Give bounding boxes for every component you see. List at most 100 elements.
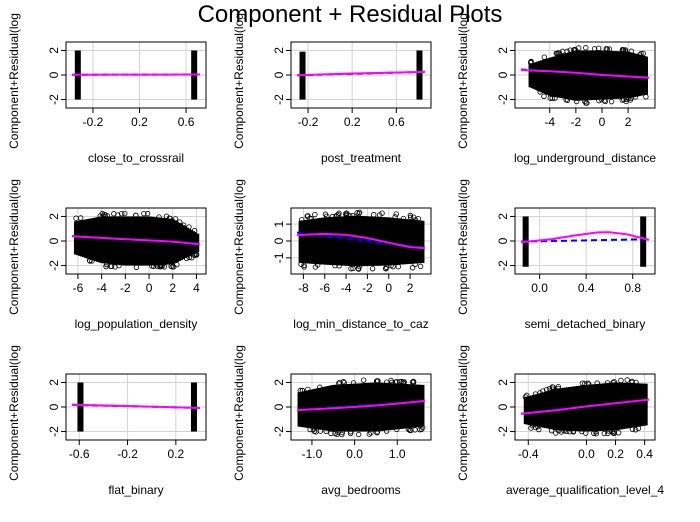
y-tick-label: 0 [496, 403, 510, 410]
data-point [315, 262, 321, 268]
data-point [584, 100, 590, 106]
data-point [629, 426, 636, 432]
data-point [610, 430, 617, 436]
x-tick-label: -6 [73, 281, 84, 295]
y-axis-label: Component+Residual(log [456, 179, 470, 315]
data-point [632, 94, 639, 100]
x-tick-label: 0.4 [636, 447, 653, 461]
data-point [567, 428, 573, 435]
data-point [623, 98, 629, 105]
data-point [546, 386, 553, 392]
data-point [377, 212, 383, 218]
x-tick-label: 2 [407, 281, 414, 295]
data-point [570, 429, 577, 435]
data-point [606, 428, 612, 434]
fit-line [520, 238, 650, 243]
x-tick-label: 0.2 [168, 447, 185, 461]
data-point [548, 427, 555, 434]
data-point [579, 380, 586, 386]
data-point [101, 211, 107, 218]
data-point [312, 211, 318, 218]
data-point [393, 211, 399, 217]
data-point-band [416, 50, 423, 100]
smooth-line [71, 235, 201, 246]
data-point [540, 388, 546, 394]
data-point-band [77, 382, 84, 432]
data-point [535, 423, 541, 430]
data-point [368, 430, 374, 436]
data-point [632, 427, 639, 433]
panel-close_to_crossrail: -0.2 0.2 0.6 -2 0 2 close_to_crossrail Componen… [7, 13, 207, 165]
data-point [180, 222, 187, 228]
y-tick-label: 2 [47, 213, 61, 220]
data-point [133, 264, 140, 270]
x-tick-label: -2 [362, 281, 373, 295]
data-point [555, 50, 562, 56]
data-point [643, 94, 649, 100]
data-point [412, 217, 419, 223]
data-point [308, 216, 315, 222]
data-point [624, 377, 630, 383]
data-point [332, 262, 338, 269]
panels: -0.2 0.2 0.6 -2 0 2 close_to_crossrail Componen… [7, 13, 664, 497]
data-point [299, 387, 306, 394]
data-point [392, 214, 398, 220]
data-points [298, 209, 425, 272]
data-point [555, 383, 562, 390]
y-axis-label: Component+Residual(log [7, 179, 21, 315]
y-tick-label: 0 [47, 237, 61, 244]
data-point-band [640, 216, 647, 267]
x-tick-label: 0.8 [624, 281, 641, 295]
data-point [564, 428, 570, 434]
data-point [541, 54, 547, 60]
x-tick-label: -0.2 [298, 115, 319, 129]
data-point [133, 212, 139, 219]
data-point [191, 227, 198, 234]
x-tick-label: 0.0 [531, 281, 548, 295]
y-tick-label: 0 [47, 71, 61, 78]
data-point [355, 431, 362, 438]
smooth-line [520, 398, 650, 415]
data-point [299, 216, 305, 223]
data-point [524, 392, 530, 399]
data-point [333, 213, 339, 219]
x-axis-label: avg_bedrooms [321, 483, 400, 497]
figure-title: Component + Residual Plots [198, 1, 503, 28]
data-point [620, 47, 626, 53]
data-point [417, 263, 424, 270]
data-point [177, 219, 183, 225]
data-point [405, 426, 412, 432]
data-point [360, 377, 367, 383]
data-point [322, 211, 329, 218]
panel-log_min_distance_to_caz: -8 -6 -4 -2 0 2 -1 0 1 log_min_distance_to_caz Com… [232, 179, 432, 331]
data-point [154, 263, 160, 269]
data-point [336, 380, 342, 387]
data-point [633, 379, 639, 386]
data-point [549, 95, 555, 102]
data-point [87, 258, 93, 264]
data-point [375, 378, 381, 384]
data-point [536, 426, 542, 433]
data-point [186, 224, 192, 230]
x-tick-label: -2 [120, 281, 131, 295]
data-point [595, 45, 602, 52]
y-tick-label: 0 [272, 403, 286, 410]
data-point [610, 379, 616, 386]
data-point [596, 97, 602, 104]
x-axis-label: log_underground_distance [514, 151, 656, 165]
y-tick-label: 2 [272, 47, 286, 54]
data-point [561, 428, 567, 434]
y-tick-label: -2 [496, 426, 510, 437]
y-tick-label: 2 [496, 47, 510, 54]
y-tick-label: 1 [272, 220, 286, 227]
data-point [158, 263, 164, 269]
x-tick-label: -0.2 [83, 115, 104, 129]
x-tick-label: 1.0 [389, 447, 406, 461]
data-point [395, 263, 401, 270]
x-tick-label: -8 [298, 281, 309, 295]
x-tick-label: 0 [146, 281, 153, 295]
data-point [89, 258, 95, 264]
y-tick-label: -2 [496, 94, 510, 105]
x-tick-label: -0.2 [117, 447, 138, 461]
